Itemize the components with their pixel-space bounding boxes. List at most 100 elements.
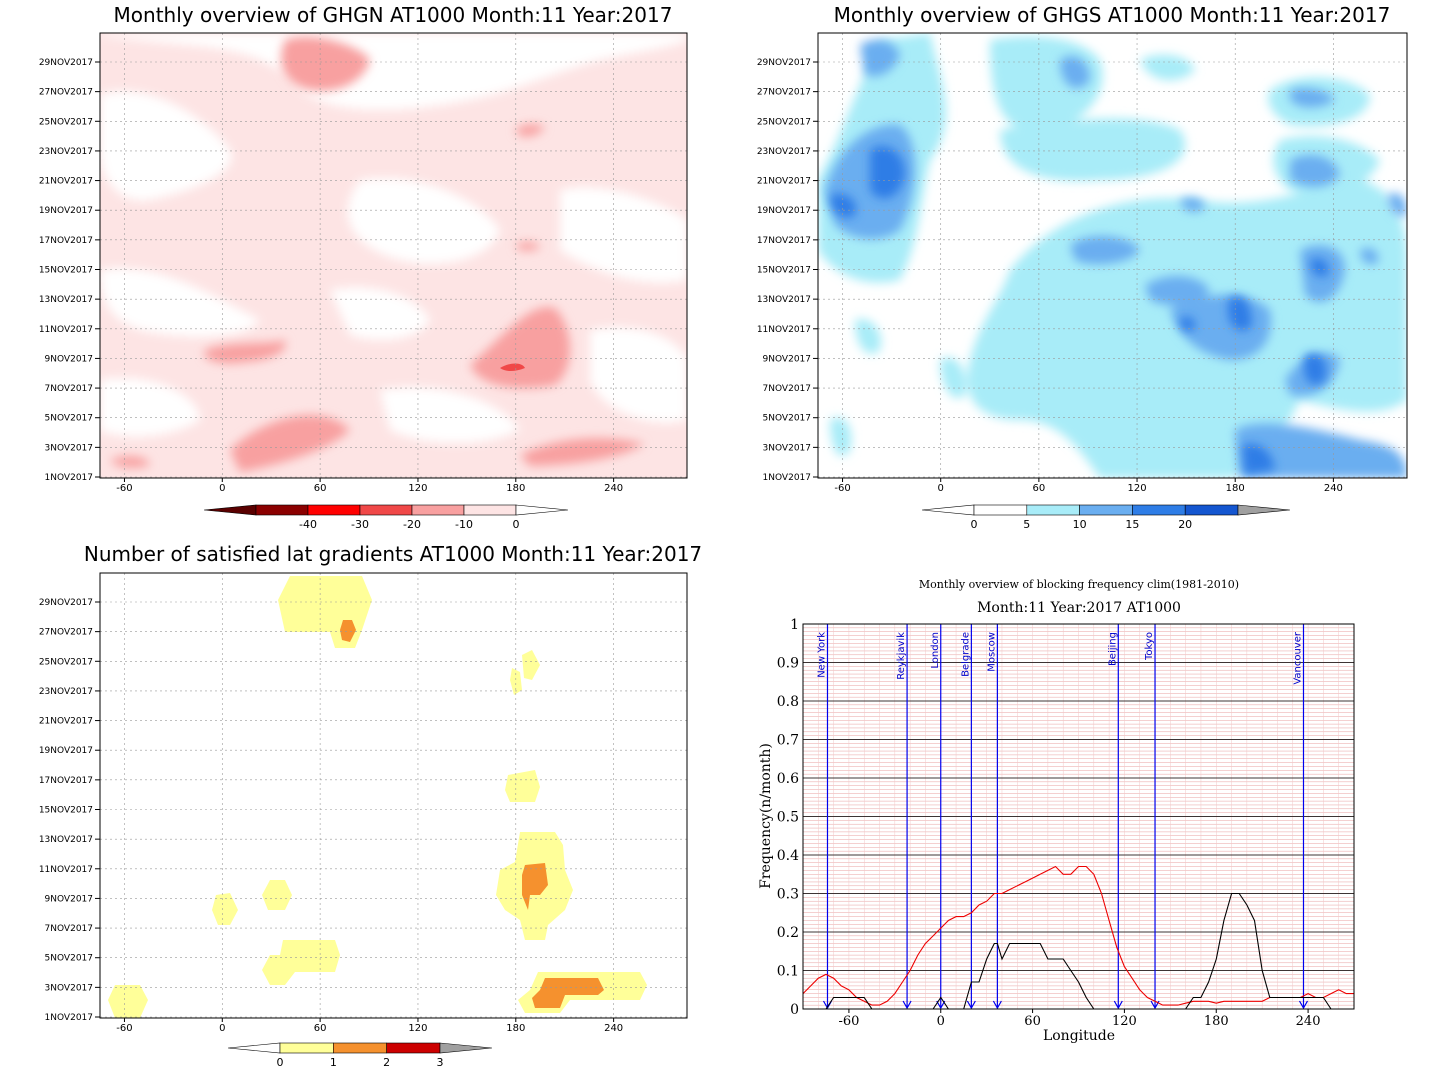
ghgn-plot-frame: [99, 32, 688, 479]
panel-ghgs: Monthly overview of GHGS AT1000 Month:11…: [757, 3, 1408, 531]
ghgn-y-tick-label: 7NOV2017: [45, 384, 93, 394]
ghgn-x-tick-label: 0: [219, 483, 225, 494]
ghgs-colorbar-label: 0: [971, 518, 978, 531]
city-marker-arrow: [936, 1000, 946, 1010]
ghgn-x-tick-label: 180: [506, 483, 525, 494]
ghgn-y-tick-label: 21NOV2017: [39, 177, 93, 187]
latgrad-gridlines: [100, 573, 687, 1018]
ghgs-y-tick-label: 11NOV2017: [757, 325, 811, 335]
latgrad-y-tick-label: 11NOV2017: [39, 865, 93, 875]
ghgs-y-tick-label: 7NOV2017: [763, 384, 811, 394]
ghgs-colorbar-segment: [1132, 504, 1186, 516]
latgrad-colorbar-label: 0: [277, 1056, 284, 1069]
ghgn-y-tick-label: 25NOV2017: [39, 117, 93, 127]
ghgs-x-tick-label: -60: [834, 483, 850, 494]
blocking-x-tick-label: -60: [838, 1014, 859, 1029]
ghgs-y-tick-label: 29NOV2017: [757, 58, 811, 68]
blocking-y-label: Frequency(n/month): [758, 743, 774, 889]
ghgn-y-tick-label: 1NOV2017: [45, 473, 93, 483]
latgrad-field: [100, 573, 687, 1018]
latgrad-y-tick-label: 13NOV2017: [39, 835, 93, 845]
city-label: New York: [816, 632, 827, 678]
ghgs-y-tick-label: 17NOV2017: [757, 236, 811, 246]
city-marker-arrow: [966, 1000, 976, 1010]
blocking-y-tick-label: 0.2: [777, 925, 799, 941]
ghgn-colorbar: -40 -30 -20 -10 0: [203, 504, 569, 531]
ghgs-y-tick-label: 19NOV2017: [757, 206, 811, 216]
ghgs-colorbar-segment: [1184, 504, 1239, 516]
latgrad-y-tick-label: 5NOV2017: [45, 954, 93, 964]
city-label: Tokyo: [1144, 632, 1155, 661]
latgrad-y-tick-label: 3NOV2017: [45, 983, 93, 993]
ghgs-y-tick-label: 3NOV2017: [763, 443, 811, 453]
ghgn-x-tick-label: -60: [116, 483, 132, 494]
latgrad-x-tick-label: 60: [314, 1023, 327, 1034]
ghgs-colorbar-segment: [1079, 504, 1133, 516]
latgrad-y-tick-label: 23NOV2017: [39, 687, 93, 697]
ghgn-x-tick-label: 60: [314, 483, 327, 494]
ghgn-colorbar-high-triangle: [515, 504, 569, 516]
ghgs-x-tick-label: 120: [1127, 483, 1146, 494]
ghgn-y-ticks: 1NOV2017 3NOV2017 5NOV2017 7NOV2017 9NOV2017…: [39, 58, 100, 483]
latgrad-y-tick-label: 25NOV2017: [39, 657, 93, 667]
ghgn-colorbar-segment: [255, 504, 309, 516]
blocking-y-tick-label: 0.1: [777, 964, 799, 980]
ghgn-colorbar-label: -30: [351, 518, 369, 531]
blocking-x-tick-label: 0: [937, 1014, 945, 1029]
ghgn-y-tick-label: 29NOV2017: [39, 58, 93, 68]
latgrad-x-tick-label: -60: [116, 1023, 132, 1034]
ghgn-colorbar-label: -40: [299, 518, 317, 531]
latgrad-y-tick-label: 27NOV2017: [39, 628, 93, 638]
latgrad-title: Number of satisfied lat gradients AT1000…: [84, 542, 702, 566]
city-marker-arrow: [902, 1000, 912, 1010]
ghgs-x-tick-label: 60: [1033, 483, 1046, 494]
ghgs-colorbar: 0 5 10 15 20: [921, 504, 1291, 531]
ghgn-y-tick-label: 17NOV2017: [39, 236, 93, 246]
ghgs-colorbar-low-triangle: [921, 504, 975, 516]
ghgn-field: [100, 33, 687, 478]
blocking-x-tick-label: 240: [1296, 1014, 1321, 1029]
ghgn-y-tick-label: 9NOV2017: [45, 354, 93, 364]
city-label: Reykjavik: [896, 632, 907, 680]
latgrad-y-tick-label: 7NOV2017: [45, 924, 93, 934]
ghgs-y-tick-label: 9NOV2017: [763, 354, 811, 364]
ghgn-colorbar-label: 0: [513, 518, 520, 531]
latgrad-y-tick-label: 17NOV2017: [39, 776, 93, 786]
ghgn-y-tick-label: 27NOV2017: [39, 88, 93, 98]
ghgn-zero-areas: [100, 33, 687, 444]
blocking-y-tick-label: 0.7: [777, 733, 799, 749]
city-label: Belgrade: [960, 632, 971, 677]
blocking-x-tick-label: 120: [1112, 1014, 1137, 1029]
blocking-city-markers: New York Reykjavik London Belgrade Moscow Bei…: [816, 624, 1309, 1010]
latgrad-colorbar-label: 2: [383, 1056, 390, 1069]
ghgs-colorbar-label: 5: [1023, 518, 1030, 531]
ghgs-colorbar-high-triangle: [1237, 504, 1291, 516]
blocking-y-tick-label: 0.8: [777, 694, 799, 710]
blocking-y-ticks: 0 0.1 0.2 0.3 0.4 0.5 0.6 0.7 0.8 0.9 1: [777, 617, 799, 1018]
latgrad-y-tick-label: 21NOV2017: [39, 717, 93, 727]
latgrad-y-tick-label: 1NOV2017: [45, 1013, 93, 1023]
latgrad-colorbar-label: 3: [437, 1056, 444, 1069]
ghgs-y-tick-label: 25NOV2017: [757, 117, 811, 127]
ghgn-y-tick-label: 15NOV2017: [39, 266, 93, 276]
latgrad-colorbar: 0 1 2 3: [227, 1042, 493, 1069]
ghgs-y-tick-label: 5NOV2017: [763, 414, 811, 424]
ghgn-strong-core: [500, 363, 525, 371]
ghgs-y-tick-label: 27NOV2017: [757, 88, 811, 98]
ghgs-x-tick-label: 180: [1226, 483, 1245, 494]
ghgn-x-ticks: -60 0 60 120 180 240: [116, 478, 623, 494]
ghgn-y-tick-label: 13NOV2017: [39, 295, 93, 305]
ghgs-y-tick-label: 15NOV2017: [757, 266, 811, 276]
latgrad-x-ticks: -60 0 60 120 180 240: [116, 1018, 623, 1034]
ghgn-colorbar-segment: [359, 504, 413, 516]
ghgs-y-tick-label: 13NOV2017: [757, 295, 811, 305]
blocking-y-tick-label: 1: [790, 617, 799, 633]
ghgn-title: Monthly overview of GHGN AT1000 Month:11…: [114, 3, 673, 27]
blocking-x-tick-label: 60: [1024, 1014, 1041, 1029]
blocking-subtitle: Month:11 Year:2017 AT1000: [977, 600, 1181, 616]
latgrad-plot-frame: [99, 572, 688, 1019]
blocking-x-tick-label: 180: [1204, 1014, 1229, 1029]
ghgs-x-ticks: -60 0 60 120 180 240: [834, 478, 1343, 494]
climatology-frequency-line: [802, 865, 1354, 1006]
blocking-plot-frame: [802, 623, 1355, 1010]
